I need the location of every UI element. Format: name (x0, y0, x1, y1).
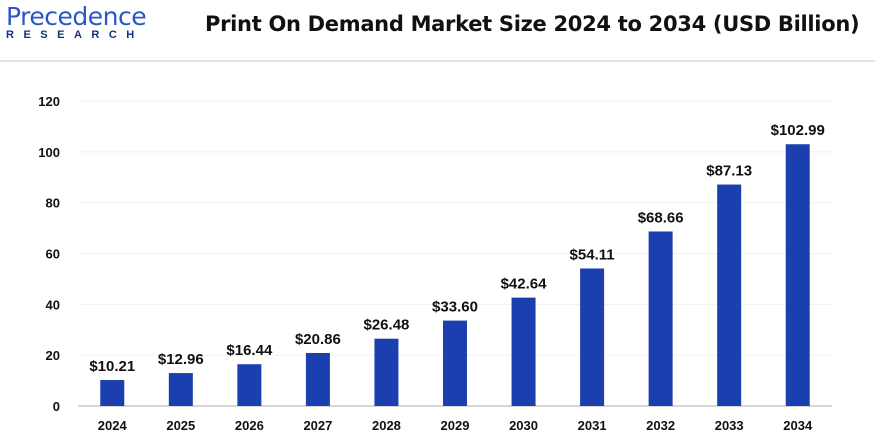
x-tick-label: 2030 (509, 418, 538, 433)
bar (648, 231, 673, 406)
data-label: $54.11 (570, 246, 615, 263)
data-label: $102.99 (771, 122, 825, 139)
bar (717, 184, 742, 406)
bar (237, 364, 262, 406)
bar (785, 144, 810, 406)
data-label: $12.96 (158, 351, 204, 368)
chart-title: Print On Demand Market Size 2024 to 2034… (205, 12, 860, 36)
y-tick-label: 120 (38, 94, 60, 109)
y-tick-label: 20 (46, 348, 60, 363)
data-label: $26.48 (364, 317, 410, 334)
x-tick-label: 2027 (303, 418, 332, 433)
data-label: $68.66 (638, 209, 684, 226)
logo: Precedence RESEARCH (6, 2, 147, 41)
x-tick-label: 2026 (235, 418, 264, 433)
x-tick-label: 2024 (98, 418, 128, 433)
bar (305, 352, 330, 406)
x-tick-label: 2029 (441, 418, 470, 433)
y-tick-label: 80 (46, 196, 60, 211)
logo-line2: RESEARCH (6, 29, 144, 41)
bar (443, 320, 467, 406)
y-tick-label: 100 (38, 145, 60, 160)
x-tick-label: 2031 (578, 418, 607, 433)
y-tick-label: 40 (46, 297, 60, 312)
x-tick-label: 2032 (646, 418, 675, 433)
bar (511, 297, 536, 406)
x-tick-label: 2025 (166, 418, 195, 433)
data-label: $33.60 (432, 299, 478, 316)
bar (580, 268, 605, 406)
header-divider (0, 60, 875, 62)
y-tick-label: 0 (53, 399, 60, 414)
data-label: $20.86 (295, 331, 341, 348)
data-label: $42.64 (501, 276, 548, 293)
y-tick-label: 60 (46, 247, 60, 262)
bar (374, 338, 399, 406)
data-label: $10.21 (89, 358, 135, 375)
data-label: $16.44 (226, 342, 273, 359)
logo-line1: Precedence (6, 2, 147, 31)
bar (168, 373, 193, 406)
x-tick-label: 2028 (372, 418, 401, 433)
data-label: $87.13 (706, 163, 752, 180)
x-tick-label: 2033 (715, 418, 744, 433)
bar (100, 380, 125, 406)
x-tick-label: 2034 (783, 418, 813, 433)
